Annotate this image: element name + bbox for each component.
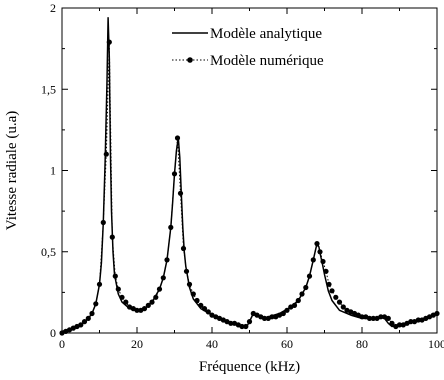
y-tick-label: 1: [50, 164, 56, 178]
data-point-numerique: [103, 151, 109, 157]
data-point-numerique: [314, 241, 320, 247]
data-point-numerique: [370, 315, 376, 321]
data-point-numerique: [317, 249, 323, 255]
data-point-numerique: [109, 234, 115, 240]
data-point-numerique: [239, 323, 245, 330]
data-point-numerique: [228, 320, 234, 326]
data-point-numerique: [280, 310, 286, 317]
x-tick-label: 80: [356, 337, 368, 351]
data-point-numerique: [190, 291, 196, 297]
y-tick-label: 0,5: [41, 245, 56, 259]
x-tick-label: 0: [59, 337, 65, 351]
y-tick-label: 0: [50, 326, 56, 340]
data-point-numerique: [85, 315, 91, 321]
data-point-numerique: [378, 314, 384, 320]
data-point-numerique: [366, 315, 373, 321]
data-point-numerique: [123, 299, 129, 305]
legend-marker-numerique: [187, 57, 193, 63]
plot-content: [59, 17, 440, 336]
data-point-numerique: [261, 315, 268, 321]
data-point-numerique: [299, 291, 305, 297]
data-point-numerique: [359, 314, 365, 320]
data-point-numerique: [153, 294, 159, 300]
data-point-numerique: [78, 322, 84, 328]
data-point-numerique: [329, 288, 335, 294]
series-line-analytique: [61, 17, 438, 333]
data-point-numerique: [415, 317, 421, 323]
data-point-numerique: [333, 294, 339, 300]
data-point-numerique: [385, 315, 391, 321]
data-point-numerique: [291, 302, 298, 308]
data-point-numerique: [295, 297, 301, 304]
data-point-numerique: [243, 323, 249, 330]
data-point-numerique: [326, 281, 332, 287]
x-tick-label: 20: [131, 337, 143, 351]
data-point-numerique: [106, 39, 112, 45]
data-point-numerique: [89, 310, 95, 317]
y-tick-label: 1,5: [41, 82, 56, 96]
data-point-numerique: [320, 258, 326, 265]
data-point-numerique: [198, 302, 204, 308]
data-point-numerique: [145, 302, 151, 308]
x-tick-label: 60: [281, 337, 293, 351]
data-point-numerique: [205, 309, 211, 315]
data-point-numerique: [284, 307, 290, 313]
data-point-numerique: [149, 299, 155, 305]
data-point-numerique: [303, 284, 309, 291]
data-point-numerique: [408, 319, 414, 325]
data-point-numerique: [269, 314, 275, 320]
legend-label-analytique: Modèle analytique: [210, 26, 322, 42]
legend: Modèle analytique Modèle numérique: [172, 26, 324, 69]
data-point-numerique: [186, 281, 193, 287]
data-point-numerique: [177, 190, 184, 196]
data-point-numerique: [115, 286, 121, 292]
data-point-numerique: [340, 304, 346, 310]
x-tick-label: 40: [206, 337, 218, 351]
data-point-numerique: [336, 299, 343, 305]
data-point-numerique: [119, 294, 125, 300]
data-point-numerique: [396, 322, 403, 328]
data-point-numerique: [112, 273, 118, 279]
data-point-numerique: [180, 245, 187, 252]
y-axis: 0 0,5 1 1,5 2: [41, 1, 437, 340]
data-point-numerique: [323, 268, 329, 274]
data-point-numerique: [389, 320, 395, 326]
data-point-numerique: [96, 281, 103, 287]
x-axis-label: Fréquence (kHz): [199, 359, 300, 375]
data-point-numerique: [81, 319, 88, 325]
data-point-numerique: [160, 275, 166, 281]
data-point-numerique: [93, 301, 99, 307]
data-point-numerique: [310, 257, 316, 263]
data-point-numerique: [183, 268, 190, 274]
data-point-numerique: [156, 286, 163, 292]
y-axis-label: Vitesse radiale (u.a): [4, 111, 20, 230]
data-point-numerique: [174, 135, 181, 141]
data-point-numerique: [306, 273, 313, 279]
data-point-numerique: [168, 224, 174, 230]
data-point-numerique: [194, 297, 200, 304]
data-point-numerique: [171, 171, 178, 177]
data-point-numerique: [164, 257, 170, 263]
legend-label-numerique: Modèle numérique: [210, 53, 324, 69]
data-point-numerique: [100, 219, 106, 226]
x-axis: 0 20 40 60 80 100: [59, 8, 444, 351]
y-tick-label: 2: [50, 1, 56, 15]
data-point-numerique: [246, 319, 253, 325]
data-point-numerique: [134, 307, 140, 313]
data-point-numerique: [201, 306, 208, 312]
x-tick-label: 100: [428, 337, 444, 351]
data-point-numerique: [141, 306, 148, 312]
